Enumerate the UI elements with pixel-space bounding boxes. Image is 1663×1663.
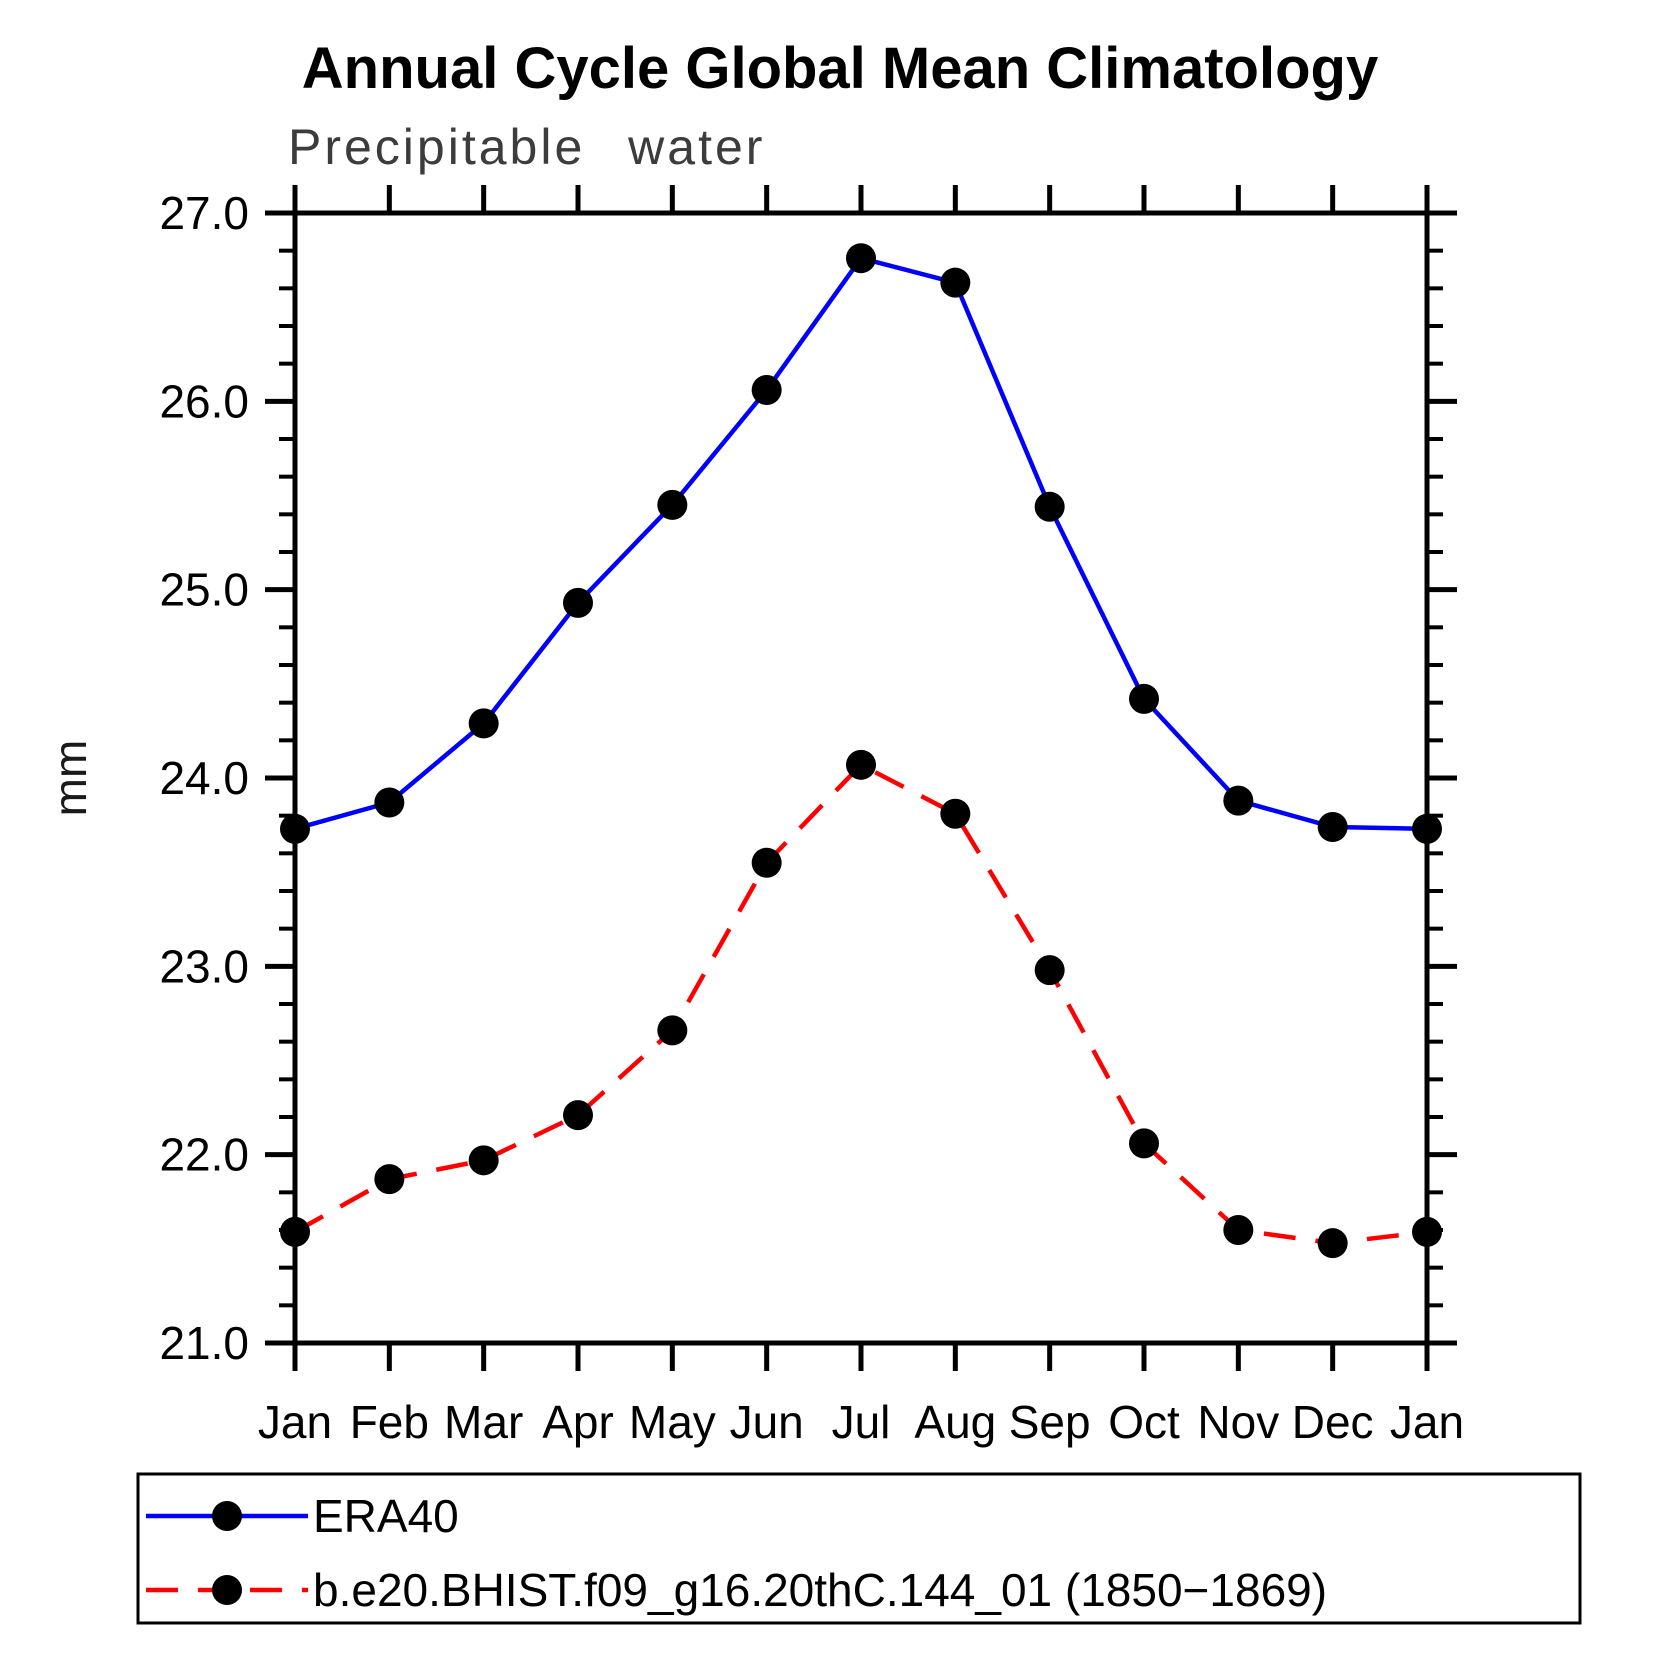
x-tick-label: Dec (1292, 1396, 1374, 1448)
series-layer (280, 243, 1442, 1259)
y-axis-unit-label: mm (44, 740, 96, 817)
chart-title: Annual Cycle Global Mean Climatology (302, 36, 1378, 101)
x-tick-label: Aug (914, 1396, 996, 1448)
data-point (751, 847, 782, 878)
x-tick-label: Jun (730, 1396, 804, 1448)
legend: ERA40 b.e20.BHIST.f09_g16.20thC.144_01 (… (136, 1472, 1582, 1625)
data-point (1223, 785, 1254, 816)
data-point (563, 587, 593, 618)
series-line-model (293, 762, 1428, 1246)
legend-label: ERA40 (313, 1490, 459, 1542)
data-point (468, 1145, 499, 1176)
legend-entry-model: b.e20.BHIST.f09_g16.20thC.144_01 (1850−1… (146, 1564, 1327, 1616)
data-point (657, 489, 688, 520)
data-point (374, 1164, 405, 1195)
legend-label: b.e20.BHIST.f09_g16.20thC.144_01 (1850−1… (313, 1564, 1327, 1616)
y-tick-label: 27.0 (159, 187, 249, 239)
axes: 21.0 22.0 23.0 24.0 25.0 26.0 27.0 Jan Feb Mar Apr… (159, 185, 1464, 1448)
x-tick-label: Jul (832, 1396, 891, 1448)
x-tick-label: Jan (1390, 1396, 1464, 1448)
data-point (1034, 491, 1065, 522)
x-tick-label: May (629, 1396, 716, 1448)
legend-box (136, 1472, 1582, 1625)
series-line-era40 (294, 255, 1428, 832)
data-point (280, 1216, 310, 1247)
data-point (657, 1015, 688, 1046)
x-tick-label: Mar (444, 1396, 523, 1448)
legend-marker-dot (212, 1501, 242, 1531)
data-point (468, 708, 499, 739)
data-point (563, 1100, 593, 1131)
x-tick-label: Oct (1108, 1396, 1180, 1448)
data-point (940, 267, 971, 298)
x-tick-label: Sep (1009, 1396, 1091, 1448)
data-point (846, 749, 876, 780)
data-point (1317, 811, 1348, 842)
legend-entry-era40: ERA40 (146, 1490, 459, 1542)
x-tick-label: Jan (258, 1396, 332, 1448)
y-tick-label: 24.0 (159, 752, 249, 804)
data-point (1034, 955, 1065, 986)
legend-marker-dot (212, 1575, 242, 1605)
y-tick-label: 21.0 (159, 1317, 249, 1369)
data-point (846, 243, 876, 274)
data-point (374, 787, 405, 818)
data-point (940, 798, 971, 829)
y-tick-label: 22.0 (159, 1129, 249, 1181)
x-tick-label: Apr (542, 1396, 614, 1448)
data-point (1129, 1128, 1159, 1159)
data-point (751, 375, 782, 406)
data-point (280, 813, 310, 844)
chart-subtitle: Precipitable water (288, 119, 765, 175)
data-point (1317, 1228, 1348, 1259)
y-tick-label: 23.0 (159, 940, 249, 992)
y-tick-label: 26.0 (159, 375, 249, 427)
data-point (1129, 683, 1159, 714)
x-tick-label: Feb (350, 1396, 429, 1448)
data-point (1412, 1216, 1442, 1247)
data-point (1223, 1215, 1254, 1245)
y-tick-label: 25.0 (159, 564, 249, 616)
data-point (1412, 813, 1442, 844)
x-tick-label: Nov (1197, 1396, 1279, 1448)
